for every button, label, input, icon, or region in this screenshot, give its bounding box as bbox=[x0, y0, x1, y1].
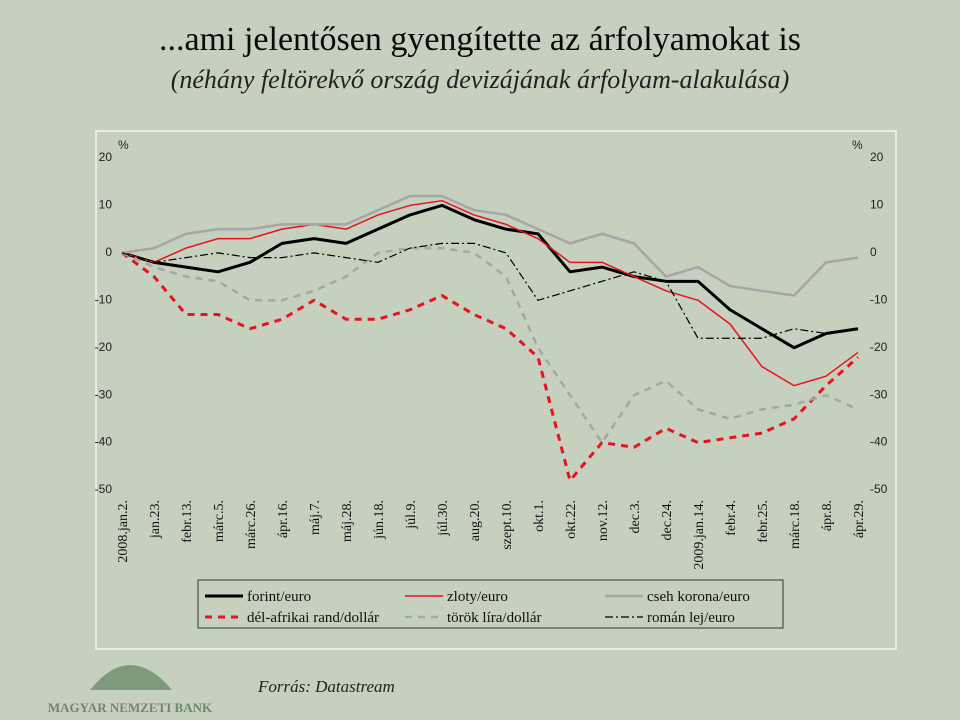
legend-label: cseh korona/euro bbox=[647, 589, 750, 605]
x-tick-label: júl.9. bbox=[404, 500, 419, 530]
legend-label: forint/euro bbox=[247, 589, 311, 605]
chart-frame bbox=[95, 130, 897, 650]
y2-tick-label: -20 bbox=[870, 340, 888, 354]
x-tick-label: febr.13. bbox=[180, 500, 195, 543]
x-tick-label: aug.20. bbox=[468, 500, 483, 541]
legend-label: zloty/euro bbox=[447, 589, 508, 605]
legend-label: dél-afrikai rand/dollár bbox=[247, 610, 379, 626]
x-tick-label: márc.26. bbox=[244, 500, 259, 549]
x-tick-label: szept.10. bbox=[500, 500, 515, 550]
y-unit: % bbox=[118, 138, 129, 152]
y2-tick-label: -10 bbox=[870, 292, 888, 306]
x-tick-label: márc.5. bbox=[212, 500, 227, 542]
legend-box bbox=[197, 579, 784, 629]
y2-tick-label: -30 bbox=[870, 387, 888, 401]
x-tick-label: máj.28. bbox=[340, 500, 355, 542]
x-tick-label: febr.4. bbox=[724, 500, 739, 536]
logo-emblem bbox=[90, 665, 172, 690]
title: ...ami jelentősen gyengítette az árfolya… bbox=[159, 21, 801, 58]
logo: MAGYAR NEMZETI BANK bbox=[48, 665, 213, 715]
logo-text: MAGYAR NEMZETI BANK bbox=[48, 700, 213, 715]
y2-tick-label: -40 bbox=[870, 435, 888, 449]
y-tick-label: -50 bbox=[95, 482, 113, 496]
legend-label: román lej/euro bbox=[647, 610, 735, 626]
y-tick-label: -40 bbox=[95, 435, 113, 449]
y2-tick-label: -50 bbox=[870, 482, 888, 496]
legend-label: török líra/dollár bbox=[447, 610, 542, 626]
x-tick-label: ápr.8. bbox=[820, 500, 835, 531]
x-tick-label: okt.22. bbox=[564, 500, 579, 539]
y-tick-label: 10 bbox=[99, 198, 113, 212]
x-tick-label: jún.18. bbox=[372, 500, 387, 540]
subtitle: (néhány feltörekvő ország devizájának ár… bbox=[171, 65, 790, 94]
series-line bbox=[121, 246, 859, 444]
x-tick-label: márc.18. bbox=[788, 500, 803, 549]
y-tick-label: 20 bbox=[99, 150, 113, 164]
y2-tick-label: 0 bbox=[870, 245, 877, 259]
series-line bbox=[121, 194, 859, 297]
y-tick-label: -30 bbox=[95, 387, 113, 401]
x-tick-label: nov.12. bbox=[596, 500, 611, 541]
y-tick-label: -20 bbox=[95, 340, 113, 354]
x-tick-label: máj.7. bbox=[308, 500, 323, 535]
y-tick-label: -10 bbox=[95, 292, 113, 306]
x-tick-label: ápr.16. bbox=[276, 500, 291, 538]
series-line bbox=[121, 242, 859, 339]
x-tick-label: dec.3. bbox=[628, 500, 643, 533]
x-tick-label: 2008.jan.2. bbox=[116, 500, 131, 563]
x-tick-label: febr.25. bbox=[756, 500, 771, 543]
series-line bbox=[121, 251, 859, 483]
series-line bbox=[121, 203, 859, 350]
y2-unit: % bbox=[852, 138, 863, 152]
y2-tick-label: 10 bbox=[870, 198, 884, 212]
y2-tick-label: 20 bbox=[870, 150, 884, 164]
x-tick-label: okt.1. bbox=[532, 500, 547, 532]
y-tick-label: 0 bbox=[105, 245, 112, 259]
series-line bbox=[121, 199, 859, 387]
x-tick-label: ápr.29. bbox=[852, 500, 867, 538]
source: Forrás: Datastream bbox=[257, 677, 395, 696]
x-tick-label: júl.30. bbox=[436, 500, 451, 537]
x-tick-label: 2009.jan.14. bbox=[692, 500, 707, 570]
x-tick-label: dec.24. bbox=[660, 500, 675, 540]
x-tick-label: jan.23. bbox=[148, 500, 163, 539]
